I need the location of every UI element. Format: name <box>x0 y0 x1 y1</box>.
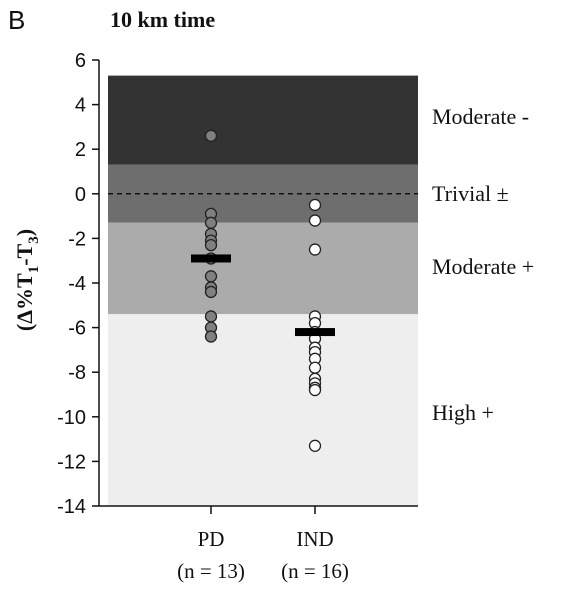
y-tick-label: -2 <box>68 228 86 250</box>
ylabel-sub1: 1 <box>26 266 42 274</box>
zone-band-2 <box>108 222 418 315</box>
data-point <box>204 330 218 343</box>
x-category-label: IND <box>296 527 333 551</box>
y-tick-label: 6 <box>75 50 86 72</box>
y-tick-label: 4 <box>75 95 86 117</box>
mean-bar <box>295 328 335 337</box>
data-point <box>204 270 218 283</box>
y-tick-label: -8 <box>68 362 86 384</box>
y-tick-label: -10 <box>57 407 86 429</box>
y-axis-label: (Δ%T1-T3) <box>12 229 42 331</box>
y-tick-label: -4 <box>68 273 86 295</box>
ylabel-suffix: ) <box>12 229 37 236</box>
data-point <box>204 129 218 142</box>
zone-band-0 <box>108 75 418 165</box>
mean-bar <box>191 254 231 263</box>
y-tick-label: -14 <box>57 496 86 518</box>
data-point <box>308 214 322 227</box>
zone-label: High + <box>432 400 494 425</box>
zone-labels: Moderate - Trivial ± Moderate + High + <box>432 104 534 425</box>
y-tick-label: -12 <box>57 451 86 473</box>
data-point <box>204 285 218 299</box>
ylabel-prefix: (Δ%T <box>12 273 37 331</box>
zone-label: Moderate - <box>432 104 529 129</box>
x-category-n-label: (n = 16) <box>281 559 349 583</box>
panel-letter: B <box>8 5 25 35</box>
zone-band-3 <box>108 314 418 506</box>
data-point <box>308 439 322 452</box>
ylabel-sub2: 3 <box>26 236 42 244</box>
data-point <box>308 198 322 212</box>
y-tick-label: 2 <box>75 139 86 161</box>
data-point <box>204 216 218 229</box>
y-tick-label: -6 <box>68 318 86 340</box>
ylabel-mid: -T <box>12 243 37 265</box>
data-point <box>308 383 322 397</box>
zone-label: Trivial ± <box>432 181 509 206</box>
data-point <box>308 243 322 256</box>
y-tick-label: 0 <box>75 184 86 206</box>
x-category-n-label: (n = 13) <box>177 559 245 583</box>
x-category-label: PD <box>198 527 225 551</box>
data-point <box>204 310 218 323</box>
data-point <box>204 238 218 252</box>
data-point <box>308 361 322 374</box>
y-axis: 6 4 2 0 -2 -4 -6 -8 -10 -12 -14 <box>57 50 100 518</box>
mean-markers <box>191 254 335 337</box>
zone-label: Moderate + <box>432 254 534 279</box>
zones <box>108 75 418 506</box>
x-axis: PD (n = 13) IND (n = 16) <box>99 505 418 583</box>
chart-title: 10 km time <box>110 7 215 32</box>
